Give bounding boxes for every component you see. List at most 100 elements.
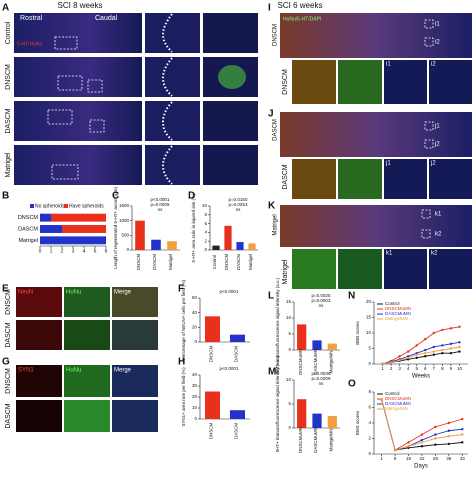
x-tick-label: 3: [72, 248, 75, 254]
bar: [230, 410, 245, 419]
x-tick-label: 1: [381, 366, 384, 371]
x-tick-label: DASCM: [236, 254, 241, 271]
inset-label: k1: [386, 251, 393, 257]
x-tick-label: DASCMuMN: [313, 427, 318, 453]
y-tick-label: 40: [192, 310, 198, 315]
annotation: p<0.0001: [151, 197, 170, 202]
bar: [236, 242, 244, 250]
panel-label: L: [268, 291, 274, 302]
x-tick-label: MatrigelMN: [329, 350, 334, 373]
y-tick-label: 5: [368, 346, 371, 351]
x-tick-label: 4: [83, 248, 86, 254]
point: [415, 353, 418, 356]
x-tick-label: 0: [39, 248, 42, 254]
annotation: ns: [319, 381, 325, 386]
panel-e-g-images: [16, 287, 158, 432]
x-tick-label: 9: [450, 366, 453, 371]
point: [458, 325, 461, 328]
point: [432, 331, 436, 335]
inset-label: j2: [430, 161, 436, 167]
legend-label: MatrigelMN: [385, 406, 408, 411]
x-tick-label: DASCMuMN: [313, 349, 318, 375]
point: [461, 428, 464, 431]
x-tick-label: 10: [457, 366, 463, 371]
y-tick-label: 20: [192, 325, 198, 330]
point: [420, 433, 424, 436]
point: [380, 398, 383, 401]
y-tick-label: 0: [126, 247, 129, 252]
x-tick-label: 2: [61, 248, 64, 254]
legend-label: Control: [385, 301, 400, 306]
y-axis-label: Length of regenerated 5-HT+ axons (μm): [113, 186, 118, 269]
y-axis-label: 5-HT+ area ratio in injured site (%): [191, 193, 196, 262]
y-tick-label: 10: [286, 315, 292, 320]
channel-label: NeuN: [18, 290, 33, 296]
point: [406, 350, 410, 353]
point: [449, 351, 453, 355]
y-tick-label: 10: [192, 405, 198, 410]
annotation: ns: [236, 207, 242, 212]
y-tick-label: 0: [288, 347, 291, 352]
y-tick-label: 0: [368, 451, 371, 456]
panel-label: O: [348, 379, 356, 390]
point: [393, 448, 397, 452]
channel-label: SYN1: [18, 368, 34, 374]
y-tick-label: 500: [121, 233, 129, 238]
y-tick-label: 15: [286, 299, 292, 304]
series-line: [382, 326, 460, 365]
panel-label: D: [188, 191, 195, 202]
bar: [135, 220, 145, 250]
row-label: Matrigel: [5, 152, 12, 177]
inset-label: j2: [434, 142, 440, 148]
point: [424, 348, 427, 352]
y-tick-label: 1000: [119, 218, 130, 223]
annotation: p=0.0253: [229, 202, 248, 207]
bar: [248, 243, 256, 250]
inset-label: k2: [435, 232, 442, 238]
x-tick-label: Control: [212, 255, 217, 270]
inset-label: k1: [435, 212, 442, 218]
inset-label: j1: [385, 161, 391, 167]
row-label: DNSCM: [5, 64, 12, 90]
point: [398, 359, 401, 362]
row-label: DNSCM: [5, 368, 12, 394]
category-label: Matrigel: [18, 238, 38, 244]
point: [434, 437, 437, 440]
bar: [151, 239, 161, 250]
point: [407, 445, 410, 448]
inset-label: i2: [435, 40, 440, 46]
y-tick-label: 0: [368, 361, 371, 366]
legend-label: Control: [385, 391, 400, 396]
annotation: p<0.0001: [220, 366, 239, 371]
point: [424, 351, 427, 355]
x-tick-label: 2: [390, 366, 393, 371]
point: [447, 421, 451, 425]
point: [432, 353, 436, 356]
x-tick-label: 36: [446, 456, 452, 461]
annotation: p=0.0209: [312, 376, 331, 381]
x-tick-label: 6: [424, 366, 427, 371]
bar-segment: [51, 213, 106, 222]
y-tick-label: 6: [368, 405, 371, 410]
a-stain: 5-HT/HuNu: [17, 41, 43, 47]
i-title: SCI 6 weeks: [278, 1, 323, 10]
x-tick-label: 3: [398, 366, 401, 371]
bar: [297, 399, 307, 428]
y-axis-label: 5HT+ immunofluorescence signal intensity…: [275, 355, 280, 452]
y-tick-label: 20: [366, 299, 372, 304]
a-title: SCI 8 weeks: [58, 1, 103, 10]
y-tick-label: 4: [204, 230, 207, 235]
point: [432, 345, 436, 349]
i-stain: HuNu/5-HT/DAPI: [283, 16, 321, 22]
x-tick-label: 29: [433, 456, 439, 461]
x-tick-label: 7: [433, 366, 436, 371]
y-tick-label: 0: [194, 416, 197, 421]
annotation: p<0.0001: [220, 289, 239, 294]
inset-label: i2: [431, 62, 436, 68]
bar: [312, 413, 322, 428]
annotation: ns: [319, 303, 325, 308]
y-tick-label: 6: [204, 221, 207, 226]
legend-swatch: [30, 204, 34, 208]
bar-segment: [40, 225, 62, 233]
